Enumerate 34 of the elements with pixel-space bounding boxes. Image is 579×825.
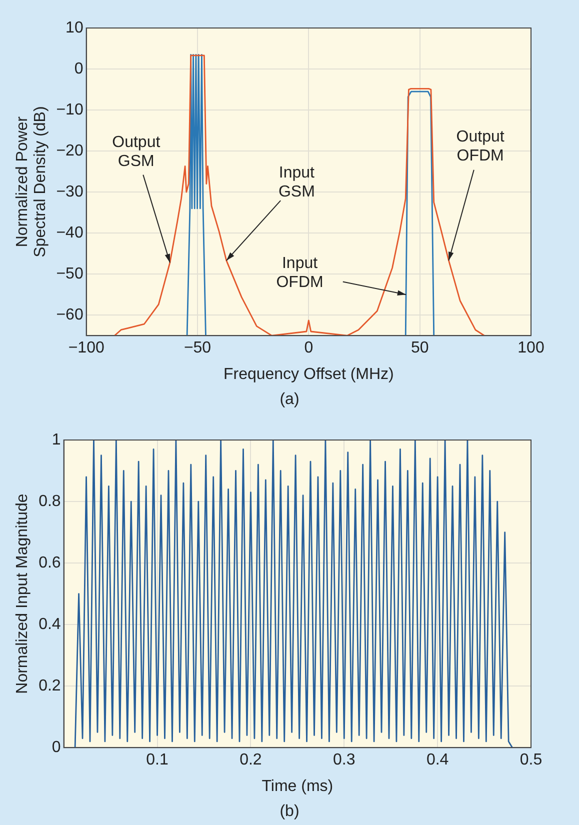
y-tick-label: 0: [52, 739, 61, 756]
y-axis-title: Normalized Power Spectral Density (dB): [14, 106, 49, 258]
x-tick-label: 0.4: [426, 752, 449, 769]
x-axis-title: Time (ms): [262, 778, 334, 795]
y-tick-label: −30: [56, 183, 84, 200]
x-axis-title: Frequency Offset (MHz): [223, 366, 394, 383]
y-tick-label: 0.2: [38, 677, 61, 694]
x-tick-label: 0.5: [520, 752, 542, 769]
x-tick-label: 0: [304, 340, 314, 357]
y-tick-label: −40: [56, 224, 84, 242]
y-tick-label: 10: [66, 19, 84, 36]
x-tick-label: 100: [518, 340, 544, 357]
y-tick-label: −20: [56, 142, 84, 160]
annotation: Output GSM: [112, 134, 161, 170]
text: (a): [278, 390, 300, 410]
y-axis-title: Normalized Input Magnitude: [14, 494, 32, 694]
text: (b): [278, 802, 300, 822]
y-tick-label: 0: [74, 60, 84, 78]
y-tick-label: 0.6: [38, 554, 61, 572]
y-tick-label: −50: [56, 265, 84, 282]
y-tick-label: 0.8: [38, 492, 61, 510]
y-tick-label: 0.4: [38, 616, 61, 633]
x-tick-label: 0.1: [146, 752, 168, 769]
x-tick-label: −50: [184, 340, 212, 357]
annotation: Output OFDM: [456, 128, 505, 165]
x-tick-label: −100: [68, 340, 104, 357]
x-tick-label: 50: [410, 340, 429, 357]
y-tick-label: 1: [52, 431, 61, 448]
x-tick-label: 0.2: [240, 752, 262, 769]
annotation: Input OFDM: [276, 254, 324, 291]
x-tick-label: 0.3: [333, 752, 356, 769]
y-tick-label: −60: [56, 306, 84, 324]
annotation: Input GSM: [278, 164, 316, 201]
y-tick-label: −10: [56, 101, 84, 118]
